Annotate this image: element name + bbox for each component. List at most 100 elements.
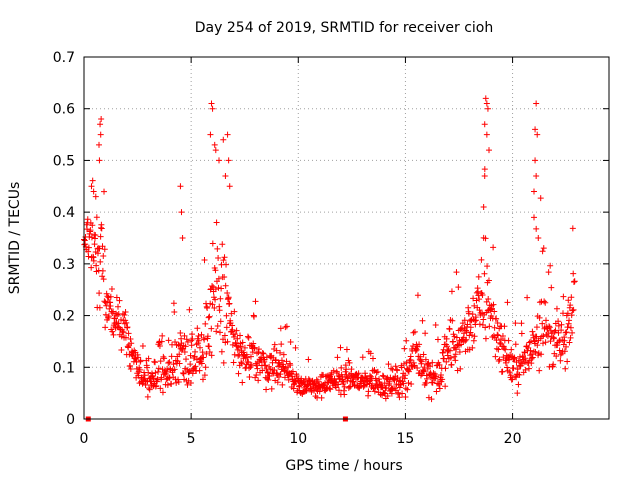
data-point [487, 306, 494, 313]
data-point [205, 314, 212, 321]
data-point [567, 302, 574, 309]
data-point [208, 352, 215, 359]
data-point [220, 359, 227, 366]
data-point [222, 172, 229, 179]
data-point [177, 330, 184, 337]
data-point [383, 384, 390, 391]
data-point [471, 333, 478, 340]
data-point [268, 385, 275, 392]
data-point [180, 370, 187, 377]
data-point [346, 359, 353, 366]
data-point [395, 390, 402, 397]
data-point [250, 340, 257, 347]
data-point [144, 364, 151, 371]
data-point [88, 183, 95, 190]
data-point [235, 352, 242, 359]
data-point [343, 346, 350, 353]
data-point [224, 131, 231, 138]
data-point [493, 345, 500, 352]
data-point [501, 323, 508, 330]
data-point [222, 282, 229, 289]
data-point [179, 369, 186, 376]
data-point [188, 342, 195, 349]
data-point [456, 349, 463, 356]
data-point [436, 385, 443, 392]
data-point [200, 354, 207, 361]
data-point [241, 344, 248, 351]
data-point [327, 386, 334, 393]
data-point [369, 355, 376, 362]
data-point [116, 297, 123, 304]
data-point [434, 336, 441, 343]
data-point [159, 332, 166, 339]
x-tick-label: 15 [397, 431, 415, 447]
data-point [342, 368, 349, 375]
data-point [213, 219, 220, 226]
x-tick-label: 20 [504, 431, 522, 447]
data-point [101, 188, 108, 195]
data-point [423, 380, 430, 387]
data-point [490, 244, 497, 251]
data-point [481, 270, 488, 277]
data-point [561, 348, 568, 355]
data-point [234, 335, 241, 342]
data-point [158, 338, 165, 345]
data-point [314, 378, 321, 385]
data-point [542, 339, 549, 346]
data-point [481, 172, 488, 179]
x-tick-label: 0 [80, 431, 89, 447]
data-point [485, 295, 492, 302]
data-point [181, 348, 188, 355]
data-point [537, 195, 544, 202]
data-point [444, 343, 451, 350]
data-point [334, 369, 341, 376]
data-point [453, 269, 460, 276]
data-point [485, 277, 492, 284]
data-point [246, 365, 253, 372]
data-point [420, 368, 427, 375]
data-point [389, 386, 396, 393]
data-point [560, 293, 567, 300]
data-point [570, 306, 577, 313]
data-point [218, 348, 225, 355]
data-point [534, 131, 541, 138]
data-point [223, 312, 230, 319]
data-point [550, 335, 557, 342]
data-point [192, 348, 199, 355]
data-point [414, 292, 421, 299]
data-point [337, 344, 344, 351]
data-point [89, 177, 96, 184]
data-point [263, 386, 270, 393]
data-point [251, 344, 258, 351]
data-point [282, 324, 289, 331]
y-tick-label: 0.7 [53, 50, 75, 66]
data-point [536, 367, 543, 374]
x-tick-labels: 0 5 10 15 20 [80, 431, 522, 447]
data-point [289, 368, 296, 375]
data-point [94, 250, 101, 257]
y-tick-labels: 0 0.1 0.2 0.3 0.4 0.5 0.6 0.7 [53, 50, 75, 428]
data-point [455, 284, 462, 291]
data-point [558, 321, 565, 328]
data-point [100, 276, 107, 283]
data-point [534, 342, 541, 349]
data-point [226, 300, 233, 307]
data-point [110, 331, 117, 338]
data-point [380, 373, 387, 380]
data-point [250, 313, 257, 320]
data-point [439, 376, 446, 383]
data-point [253, 371, 260, 378]
data-point [145, 355, 152, 362]
data-point [199, 376, 206, 383]
data-point [194, 325, 201, 332]
data-point [224, 338, 231, 345]
data-point [402, 372, 409, 379]
data-point [496, 356, 503, 363]
data-point [203, 350, 210, 357]
data-point [452, 357, 459, 364]
data-point [233, 327, 240, 334]
data-point [467, 324, 474, 331]
data-point [218, 285, 225, 292]
data-point [555, 322, 562, 329]
data-point [359, 354, 366, 361]
